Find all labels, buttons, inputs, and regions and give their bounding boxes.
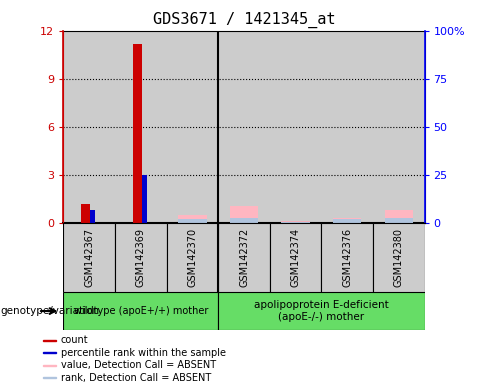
Text: wildtype (apoE+/+) mother: wildtype (apoE+/+) mother — [74, 306, 208, 316]
Bar — [373, 31, 425, 223]
Text: GSM142370: GSM142370 — [187, 228, 198, 287]
Bar — [63, 223, 115, 292]
Bar — [373, 223, 425, 292]
Bar — [230, 206, 258, 223]
Text: apolipoprotein E-deficient
(apoE-/-) mother: apolipoprotein E-deficient (apoE-/-) mot… — [254, 300, 389, 322]
Bar — [166, 31, 218, 223]
Text: percentile rank within the sample: percentile rank within the sample — [61, 348, 226, 358]
Bar — [81, 204, 90, 223]
Bar — [230, 218, 258, 223]
Bar — [115, 31, 166, 223]
Text: genotype/variation: genotype/variation — [0, 306, 99, 316]
Bar — [218, 31, 270, 223]
Bar — [333, 218, 362, 223]
Bar — [166, 223, 218, 292]
Bar — [270, 223, 322, 292]
Bar — [322, 223, 373, 292]
Bar — [282, 222, 310, 223]
Text: GSM142372: GSM142372 — [239, 228, 249, 288]
Bar — [43, 365, 56, 366]
Bar — [142, 175, 147, 223]
Bar — [270, 31, 322, 223]
Bar — [178, 219, 206, 223]
Bar — [218, 223, 270, 292]
Text: value, Detection Call = ABSENT: value, Detection Call = ABSENT — [61, 360, 216, 370]
Title: GDS3671 / 1421345_at: GDS3671 / 1421345_at — [153, 12, 335, 28]
Text: GSM142374: GSM142374 — [290, 228, 301, 287]
Bar — [43, 340, 56, 341]
Text: GSM142380: GSM142380 — [394, 228, 404, 287]
Text: rank, Detection Call = ABSENT: rank, Detection Call = ABSENT — [61, 373, 211, 383]
Bar — [90, 210, 96, 223]
Bar — [218, 292, 425, 330]
Text: GSM142369: GSM142369 — [136, 228, 146, 287]
Bar — [115, 223, 166, 292]
Bar — [43, 377, 56, 378]
Bar — [282, 221, 310, 223]
Bar — [385, 210, 413, 223]
Bar — [333, 219, 362, 223]
Bar — [322, 31, 373, 223]
Text: count: count — [61, 335, 88, 345]
Bar — [133, 43, 142, 223]
Bar — [63, 31, 115, 223]
Bar — [178, 215, 206, 223]
Text: GSM142367: GSM142367 — [84, 228, 94, 287]
Bar — [63, 292, 218, 330]
Bar — [385, 218, 413, 223]
Text: GSM142376: GSM142376 — [342, 228, 352, 287]
